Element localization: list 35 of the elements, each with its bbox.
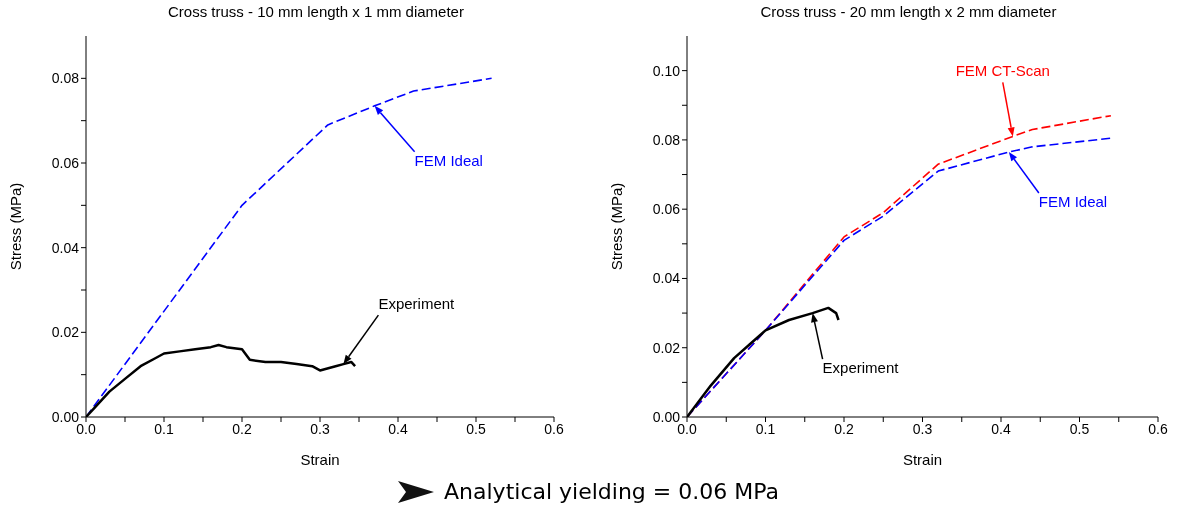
y-tick-label: 0.02 [652,339,681,356]
x-tick-label: 0.1 [154,420,174,437]
x-tick-label: 0.5 [1069,420,1090,437]
y-tick-label: 0.06 [51,154,80,171]
chart-title: Cross truss - 10 mm length x 1 mm diameter [167,2,465,22]
x-tick-label: 0.4 [388,420,408,437]
y-tick-label: 0.04 [652,270,681,287]
text: FEM CT-Scan [955,62,1050,80]
y-tick-label: 0.08 [51,70,80,87]
y-tick-label: 0.08 [652,131,681,148]
x-tick-label: 0.1 [755,420,776,437]
x-tick-label: 0.5 [466,420,486,437]
y-tick-label: 0.00 [51,408,80,425]
x-tick-label: 0.6 [544,420,564,437]
chart-title: Cross truss - 20 mm length x 2 mm diameter [759,2,1058,22]
y-axis-title: Stress (MPa) [608,182,626,271]
y-tick-label: 0.04 [51,239,80,256]
y-tick-label: 0.02 [51,324,80,341]
y-tick-label: 0.06 [652,201,681,218]
text: FEM Ideal [414,151,483,169]
x-tick-label: 0.4 [991,420,1011,437]
x-tick-label: 0.2 [834,420,854,437]
legend-label: FEM Ideal [1038,193,1108,211]
x-tick-label: 0.3 [912,420,933,437]
y-axis-title: Stress (MPa) [7,182,25,271]
x-axis-title: Strain [300,451,340,468]
x-tick-label: 0.2 [232,420,252,437]
x-axis-title: Strain [902,451,943,468]
x-tick-label: 0.3 [310,420,330,437]
text: Experiment [822,359,900,377]
y-tick-label: 0.00 [652,408,681,425]
y-tick-label: 0.10 [652,62,681,79]
x-tick-label: 0.6 [1148,420,1168,437]
text: Experiment [378,295,456,313]
text: Analytical yielding = 0.06 MPa [444,479,779,504]
